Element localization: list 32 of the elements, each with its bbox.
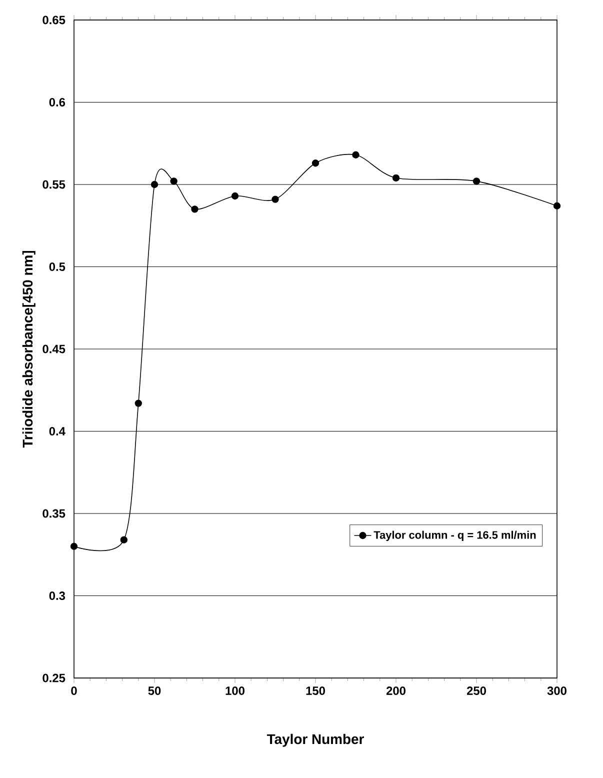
x-axis-title: Taylor Number bbox=[266, 734, 364, 747]
x-tick-label: 300 bbox=[547, 686, 566, 696]
x-tick-label: 200 bbox=[386, 686, 406, 695]
y-tick-label: 0.5 bbox=[49, 262, 66, 271]
y-tick-label: 0.55 bbox=[42, 180, 66, 189]
x-tick-label: 50 bbox=[148, 686, 161, 695]
y-axis-title: Triiodide absorbance[450 nm] bbox=[22, 250, 36, 448]
point bbox=[134, 400, 142, 407]
point bbox=[312, 160, 320, 167]
y-tick-label: 0.25 bbox=[42, 674, 66, 682]
point bbox=[150, 180, 158, 188]
y-tick-label: 0.35 bbox=[42, 509, 66, 518]
y-tick-label: 0.45 bbox=[42, 344, 66, 354]
legend-label: Taylor column - q = 16.5 ml/min bbox=[374, 530, 536, 541]
y-tick-label: 0.65 bbox=[42, 16, 66, 24]
y-tick-label: 0.4 bbox=[49, 427, 66, 436]
point bbox=[231, 192, 239, 200]
point bbox=[191, 206, 198, 213]
point bbox=[170, 178, 178, 185]
point bbox=[70, 542, 78, 550]
y-tick-label: 0.6 bbox=[49, 98, 66, 106]
x-tick-label: 250 bbox=[466, 686, 486, 695]
point bbox=[120, 536, 128, 544]
point bbox=[472, 178, 480, 185]
x-tick-label: 150 bbox=[306, 686, 325, 695]
x-tick-label: 0 bbox=[71, 686, 77, 695]
point bbox=[553, 202, 561, 210]
y-tick-label: 0.3 bbox=[49, 592, 66, 600]
x-tick-label: 100 bbox=[226, 686, 244, 695]
point bbox=[352, 151, 360, 158]
point bbox=[392, 174, 400, 182]
point bbox=[272, 196, 279, 203]
